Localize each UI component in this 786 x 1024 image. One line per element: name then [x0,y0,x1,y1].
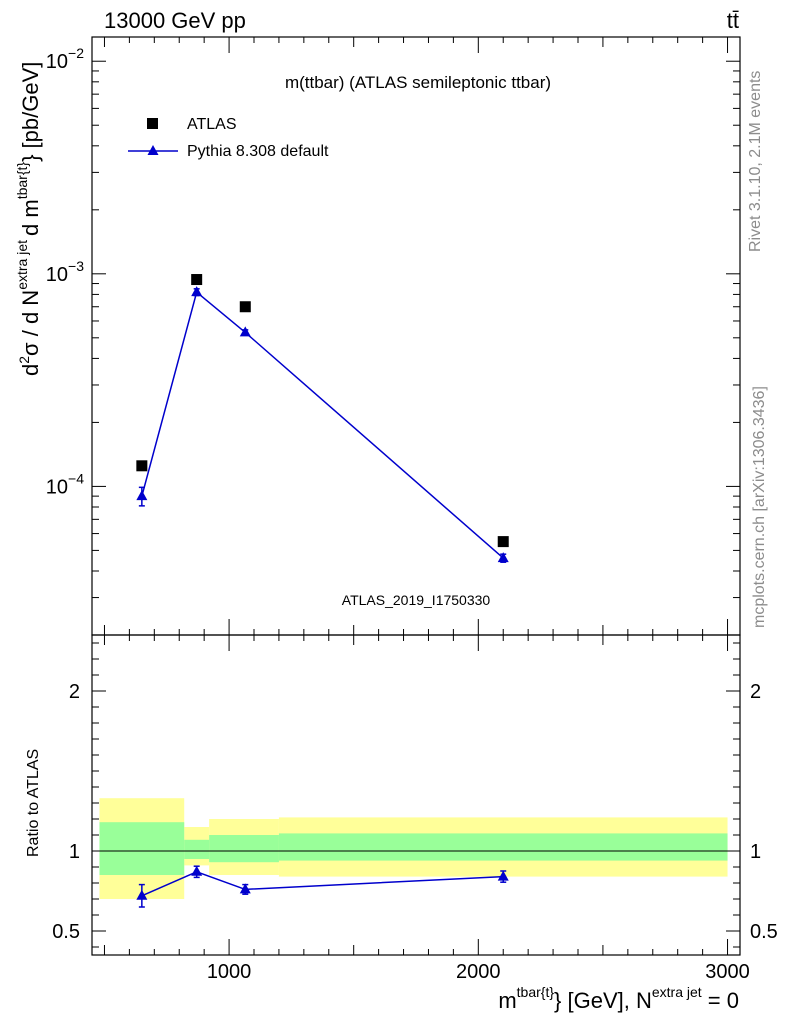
pythia-point [497,552,509,563]
x-axis-label: mtbar{t}} [GeV], Nextra jet = 0 [498,984,739,1013]
header-energy-label: 13000 GeV pp [104,8,246,33]
legend: ATLAS Pythia 8.308 default [128,116,329,160]
mcplots-reference-label: mcplots.cern.ch [arXiv:1306.3436] [751,386,768,628]
rivet-version-label: Rivet 3.1.10, 2.1M events [747,71,764,252]
pythia-point [239,326,251,337]
legend-atlas-label: ATLAS [187,116,237,133]
ratio-y-tick-label-right: 2 [750,681,761,703]
ratio-y-tick-label-left: 1 [69,841,80,863]
x-tick-label: 1000 [207,961,252,983]
main-y-tick-label: 10−2 [46,45,84,73]
ratio-band-inner [209,835,279,863]
pythia-point [191,286,203,297]
ratio-y-tick-label-right: 0.5 [750,921,778,943]
ratio-y-tick-label-right: 1 [750,841,761,863]
ratio-band-inner [99,822,185,875]
atlas-point [239,301,251,313]
ratio-y-axis-label: Ratio to ATLAS [25,749,42,857]
main-y-axis-label: d2σ / d Nextra jetd mtbar{t}} [pb/GeV] [14,62,43,376]
ratio-band-inner [278,833,728,861]
header-process-label: tt̄ [727,8,739,33]
ratio-y-tick-label-left: 0.5 [52,921,80,943]
main-plot-title: m(ttbar) (ATLAS semileptonic ttbar) [285,73,551,92]
ratio-pythia-line [141,870,504,897]
analysis-tag-label: ATLAS_2019_I1750330 [342,592,491,608]
legend-pythia-marker [147,145,159,155]
atlas-point [136,460,148,472]
ratio-pythia-point [136,889,148,900]
x-tick-label: 2000 [456,961,501,983]
atlas-point [191,274,203,286]
ratio-pythia-point [239,883,251,894]
pythia-point [136,490,148,501]
pythia-line [141,290,504,559]
main-y-tick-label: 10−4 [46,470,84,498]
atlas-point [497,536,509,548]
legend-pythia-label: Pythia 8.308 default [187,143,329,160]
ratio-plot-frame [91,634,741,956]
x-tick-label: 3000 [705,961,750,983]
ratio-y-tick-label-left: 2 [69,681,80,703]
ratio-pythia-point [191,865,203,876]
legend-atlas-marker [147,118,158,129]
main-y-tick-label: 10−3 [46,258,84,286]
ratio-pythia-point [497,870,509,881]
ratio-band-inner [184,839,210,859]
